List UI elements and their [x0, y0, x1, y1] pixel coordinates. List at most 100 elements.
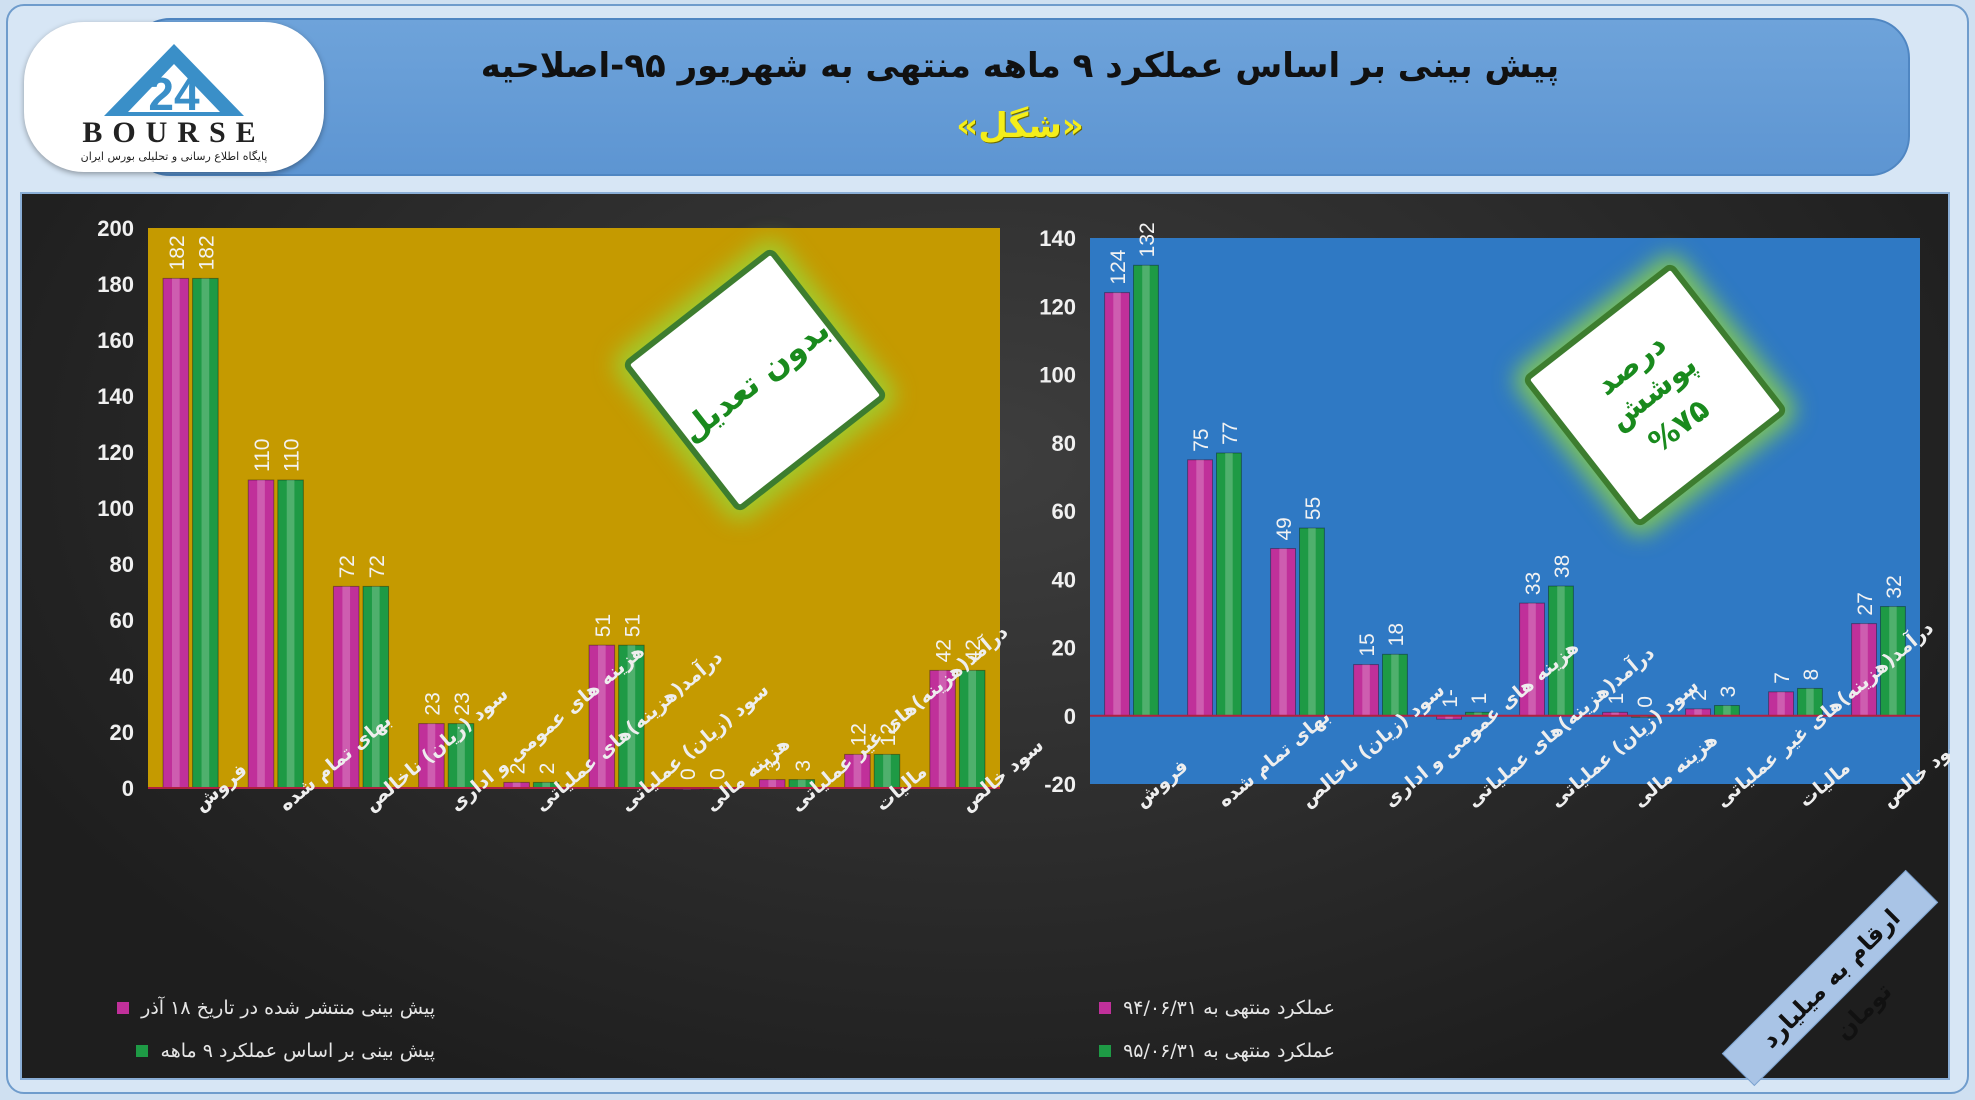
legend-left-series-a-swatch [117, 1002, 130, 1014]
left-data-label: 2 [536, 763, 559, 775]
left-bar-shine [627, 645, 636, 788]
left-data-label: 23 [421, 692, 444, 715]
logo-text: BOURSE [82, 116, 266, 149]
logo: 24 BOURSE پایگاه اطلاع رسانی و تحلیلی بو… [24, 22, 324, 172]
left-bar [588, 644, 616, 789]
left-data-label: 72 [336, 555, 359, 578]
left-ytick-label: 20 [110, 720, 134, 745]
left-bar-shine [457, 723, 465, 788]
left-data-label: 110 [281, 439, 304, 472]
right-data-label: 18 [1385, 623, 1408, 646]
left-data-label: 3 [792, 760, 815, 772]
right-ytick-label: 80 [1052, 431, 1076, 456]
right-ytick-label: 100 [1039, 363, 1076, 388]
left-data-label: 12 [847, 723, 870, 746]
chart-left: 0204060801001201401601802001821107223251… [97, 216, 1048, 816]
right-ytick-label: 120 [1039, 294, 1076, 319]
right-bar-shine [1142, 265, 1150, 716]
left-bar-shine [938, 670, 947, 788]
left-bar-shine [512, 782, 521, 788]
right-bar-shine [1391, 654, 1399, 716]
left-bar [929, 669, 956, 789]
left-data-label: 42 [962, 639, 985, 662]
left-bar-shine [597, 645, 606, 788]
right-data-label: 75 [1190, 428, 1213, 451]
left-bar [162, 277, 190, 789]
right-data-label: 15 [1356, 633, 1379, 656]
right-bar-shine [1279, 548, 1287, 716]
right-bar-shine [1557, 586, 1565, 716]
logo-mark-icon: 24 [104, 44, 244, 120]
left-bar-shine [257, 480, 265, 788]
right-bar-shine [1308, 528, 1316, 716]
left-bar [247, 479, 275, 789]
left-bar-shine [853, 754, 862, 788]
right-bar-shine [1723, 705, 1731, 716]
left-ytick-label: 60 [110, 608, 134, 633]
left-ytick-label: 100 [97, 496, 134, 521]
right-bar-shine [1806, 688, 1814, 716]
left-data-label: 110 [251, 439, 274, 472]
left-bar-shine [768, 779, 777, 788]
right-bar-shine [1474, 712, 1482, 716]
header-banner: پیش بینی بر اساس عملکرد ۹ ماهه منتهی به … [130, 18, 1910, 176]
left-ytick-label: 180 [97, 272, 134, 297]
left-bar [362, 585, 390, 789]
charts-canvas: 0204060801001201401601802001821107223251… [97, 216, 1950, 816]
left-data-label: 23 [451, 692, 474, 715]
right-data-label: 132 [1136, 222, 1159, 257]
right-data-label: 27 [1854, 592, 1877, 615]
left-ytick-label: 160 [97, 328, 134, 353]
right-bar-shine [1528, 603, 1536, 716]
left-data-label: 51 [621, 614, 644, 637]
right-bar-shine [1860, 623, 1868, 716]
left-bar-shine [371, 586, 380, 788]
left-ytick-label: 120 [97, 440, 134, 465]
left-bar-shine [542, 782, 551, 788]
right-bar [1216, 452, 1242, 717]
legend-left-series-b-label: پیش بینی بر اساس عملکرد ۹ ماهه [160, 1040, 435, 1062]
right-bar [1133, 264, 1159, 717]
left-bar [418, 723, 445, 789]
left-bar [277, 479, 304, 789]
right-data-label: 33 [1522, 572, 1545, 595]
company-name: «شگل» [956, 106, 1084, 146]
left-data-label: 42 [933, 639, 956, 662]
svg-text:24: 24 [148, 68, 200, 120]
legend-right-series-a: عملکرد منتهی به ۹۴/۰۶/۳۱ [1099, 997, 1335, 1019]
right-data-label: 2 [1688, 689, 1711, 701]
right-bar-shine [1113, 292, 1121, 716]
left-bar [873, 753, 901, 789]
left-data-label: 3 [762, 760, 785, 772]
right-bar-shine [1694, 708, 1702, 716]
left-bar-shine [427, 723, 436, 788]
right-data-label: 1- [1439, 689, 1462, 708]
right-bar [1851, 623, 1877, 717]
left-bar-shine [201, 278, 210, 788]
right-ytick-label: 0 [1064, 704, 1076, 729]
left-ytick-label: 40 [110, 664, 134, 689]
right-bar-shine [1445, 715, 1453, 720]
left-bar-shine [797, 779, 806, 788]
left-bar [618, 644, 645, 789]
right-data-label: 49 [1273, 517, 1296, 540]
page-title: پیش بینی بر اساس عملکرد ۹ ماهه منتهی به … [480, 46, 1560, 86]
right-ytick-label: 60 [1052, 499, 1076, 524]
right-bar [1104, 292, 1130, 717]
left-ytick-label: 80 [110, 552, 134, 577]
legend-right-series-b-swatch [1099, 1045, 1112, 1057]
right-ytick-label: 40 [1052, 567, 1076, 592]
right-bar [1548, 585, 1574, 717]
legend-left-series-b-swatch [136, 1045, 149, 1057]
right-data-label: 55 [1302, 497, 1325, 520]
left-data-label: 0 [707, 768, 730, 780]
right-bar-shine [1362, 664, 1370, 716]
right-bar [1187, 459, 1213, 717]
right-bar-shine [1889, 606, 1897, 716]
legend-left-series-a: پیش بینی منتشر شده در تاریخ ۱۸ آذر [117, 997, 435, 1019]
right-data-label: 77 [1219, 422, 1242, 445]
left-bar-shine [286, 480, 295, 788]
stamp-no-adjustment-text: بدون تعدیل [673, 310, 837, 450]
left-bar [192, 277, 219, 789]
